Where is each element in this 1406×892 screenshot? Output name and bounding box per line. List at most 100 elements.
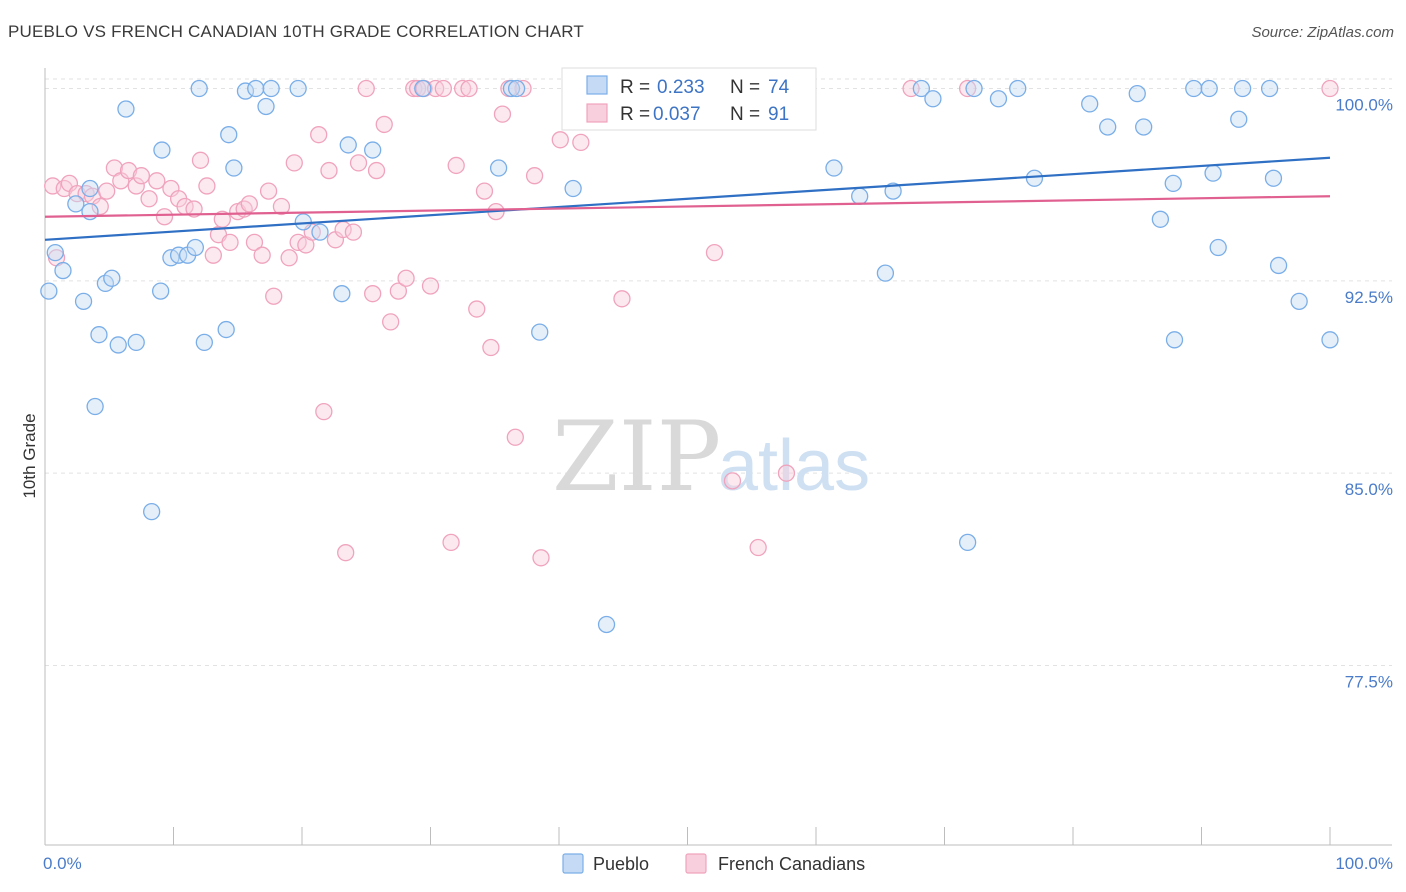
legend-n-value-french-canadians: 91 bbox=[768, 104, 789, 125]
point-french-canadians-25 bbox=[213, 210, 231, 228]
y-tick-labels: 100.0% 92.5% 85.0% 77.5% bbox=[1335, 96, 1393, 692]
x-tick-labels: 0.0% 100.0% bbox=[43, 854, 1393, 873]
point-french-canadians-11 bbox=[119, 161, 138, 180]
point-french-canadians-48 bbox=[357, 79, 375, 98]
point-french-canadians-31 bbox=[253, 246, 271, 264]
point-pueblo-67 bbox=[1230, 110, 1248, 128]
series-legend-swatch-french-canadians bbox=[685, 853, 707, 874]
point-pueblo-25 bbox=[225, 159, 243, 177]
point-french-canadians-40 bbox=[310, 126, 328, 144]
point-pueblo-56 bbox=[1081, 95, 1099, 113]
point-french-canadians-53 bbox=[389, 282, 408, 300]
point-pueblo-15 bbox=[151, 282, 170, 300]
legend-swatch-pueblo bbox=[586, 75, 608, 95]
axes bbox=[44, 68, 1392, 846]
point-pueblo-2 bbox=[54, 261, 72, 280]
point-pueblo-21 bbox=[190, 79, 208, 98]
y-tick-label-3: 77.5% bbox=[1345, 672, 1393, 691]
legend-n-value-pueblo: 74 bbox=[768, 77, 790, 98]
point-pueblo-18 bbox=[169, 246, 188, 264]
point-french-canadians-86 bbox=[749, 538, 767, 557]
point-french-canadians-67 bbox=[482, 338, 500, 357]
point-french-canadians-84 bbox=[705, 243, 724, 262]
point-french-canadians-29 bbox=[240, 195, 258, 213]
point-pueblo-71 bbox=[1269, 256, 1288, 275]
point-french-canadians-36 bbox=[285, 154, 303, 172]
x-tick-label-1: 100.0% bbox=[1335, 854, 1393, 873]
point-french-canadians-54 bbox=[397, 269, 415, 287]
point-french-canadians-13 bbox=[132, 167, 151, 185]
point-pueblo-35 bbox=[364, 141, 382, 159]
point-french-canadians-46 bbox=[344, 223, 363, 241]
point-pueblo-32 bbox=[311, 223, 329, 241]
point-pueblo-51 bbox=[958, 533, 977, 552]
point-french-canadians-33 bbox=[265, 287, 283, 305]
point-french-canadians-61 bbox=[442, 533, 460, 552]
point-pueblo-41 bbox=[564, 179, 582, 198]
chart-source: Source: ZipAtlas.com bbox=[1251, 24, 1394, 41]
trend-lines bbox=[44, 156, 1331, 241]
point-pueblo-30 bbox=[289, 79, 307, 98]
point-pueblo-27 bbox=[247, 79, 265, 98]
point-french-canadians-90 bbox=[1321, 79, 1339, 98]
point-french-canadians-47 bbox=[349, 154, 368, 172]
point-pueblo-26 bbox=[236, 82, 255, 100]
legend-swatch-french-canadians bbox=[586, 103, 608, 123]
point-pueblo-65 bbox=[1204, 164, 1222, 182]
point-french-canadians-64 bbox=[460, 79, 478, 98]
point-french-canadians-74 bbox=[532, 549, 550, 567]
point-pueblo-57 bbox=[1099, 118, 1117, 136]
trend-line-pueblo bbox=[44, 156, 1331, 241]
point-pueblo-48 bbox=[884, 182, 902, 200]
correlation-legend: R = 0.233 N = 74 R = 0.037 N = 91 bbox=[561, 67, 817, 131]
series-legend: Pueblo French Canadians bbox=[562, 853, 865, 874]
legend-r-label-french-canadians: R = bbox=[620, 104, 650, 125]
point-pueblo-45 bbox=[825, 159, 843, 177]
point-french-canadians-15 bbox=[148, 172, 166, 190]
point-french-canadians-49 bbox=[364, 285, 382, 303]
point-pueblo-28 bbox=[257, 97, 275, 116]
point-pueblo-7 bbox=[86, 397, 104, 416]
point-french-canadians-14 bbox=[140, 190, 158, 208]
point-french-canadians-77 bbox=[572, 133, 590, 152]
point-pueblo-52 bbox=[965, 79, 983, 98]
point-pueblo-50 bbox=[924, 90, 942, 108]
point-pueblo-72 bbox=[1290, 292, 1308, 311]
point-pueblo-39 bbox=[507, 79, 526, 98]
point-pueblo-40 bbox=[531, 323, 549, 341]
point-french-canadians-75 bbox=[551, 131, 569, 149]
point-french-canadians-2 bbox=[55, 179, 73, 198]
point-french-canadians-65 bbox=[468, 300, 486, 318]
point-pueblo-6 bbox=[81, 179, 99, 198]
legend-r-value-french-canadians: 0.037 bbox=[653, 104, 701, 125]
point-french-canadians-41 bbox=[315, 402, 333, 421]
point-pueblo-33 bbox=[333, 285, 351, 303]
point-pueblo-73 bbox=[1321, 331, 1339, 349]
point-french-canadians-26 bbox=[221, 233, 239, 252]
point-pueblo-13 bbox=[127, 333, 145, 352]
point-french-canadians-56 bbox=[408, 79, 427, 98]
y-tick-label-0: 100.0% bbox=[1335, 96, 1393, 115]
legend-n-label-french-canadians: N = bbox=[730, 104, 760, 125]
point-french-canadians-21 bbox=[191, 151, 210, 169]
point-french-canadians-8 bbox=[98, 182, 116, 200]
point-french-canadians-50 bbox=[367, 161, 386, 180]
x-tick-label-0: 0.0% bbox=[43, 854, 82, 873]
point-pueblo-24 bbox=[220, 126, 238, 144]
watermark-atlas: atlas bbox=[718, 426, 870, 506]
point-pueblo-10 bbox=[103, 269, 121, 287]
point-pueblo-8 bbox=[90, 326, 108, 344]
trend-line-french-canadians bbox=[44, 195, 1331, 218]
point-pueblo-20 bbox=[186, 238, 204, 257]
point-pueblo-46 bbox=[851, 187, 869, 205]
point-french-canadians-23 bbox=[204, 246, 222, 264]
data-points bbox=[40, 79, 1339, 634]
point-french-canadians-69 bbox=[493, 105, 512, 123]
legend-n-label-pueblo: N = bbox=[730, 77, 760, 98]
y-tick-label-2: 85.0% bbox=[1345, 480, 1393, 499]
point-french-canadians-85 bbox=[723, 472, 742, 490]
point-pueblo-42 bbox=[597, 615, 616, 634]
point-french-canadians-20 bbox=[185, 200, 203, 218]
point-french-canadians-22 bbox=[198, 177, 216, 195]
